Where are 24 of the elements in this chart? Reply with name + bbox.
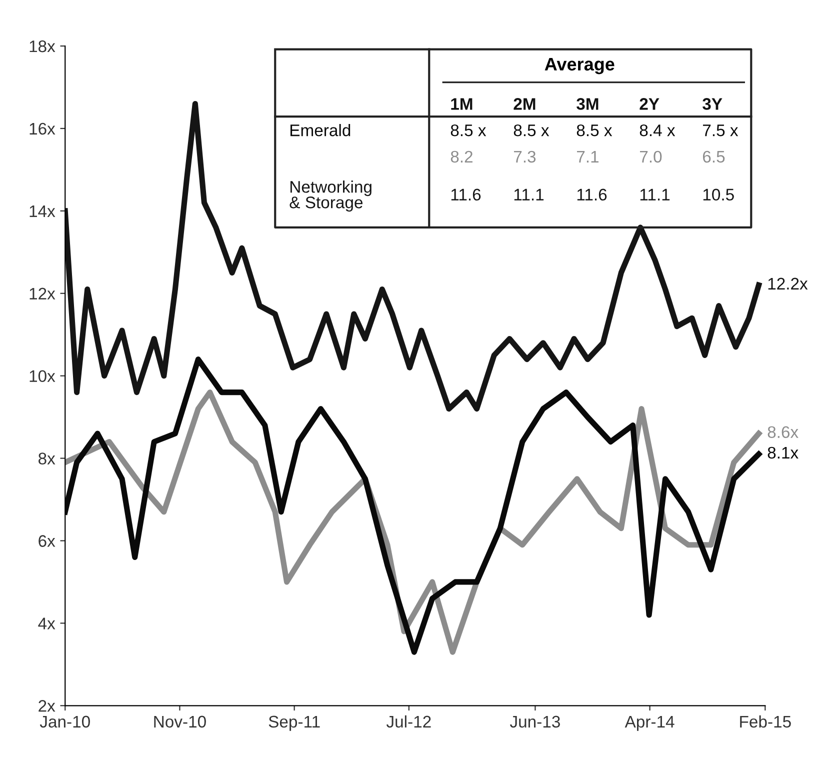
y-tick-label: 6x <box>38 535 56 547</box>
annotation: 8.6x <box>768 426 798 438</box>
text: Emerald 8.5 x 8.5 x 8.5 x 8.4 x 7.5 x <box>290 124 738 136</box>
text: 8.2 7.3 7.1 7.0 6.5 <box>450 150 725 163</box>
annotation: 12.2x <box>768 278 808 290</box>
x-tick-label: Nov-10 <box>154 716 206 728</box>
y-tick-label: 2x <box>38 700 56 712</box>
annotation: Average <box>544 58 614 74</box>
y-tick-label: 18x <box>30 40 56 52</box>
y-tick-label: 8x <box>38 452 56 464</box>
text: Networking & Storage 11.6 11.1 11.6 11.1 10.5 <box>290 180 734 212</box>
x-tick-label: Feb-15 <box>740 715 791 728</box>
y-tick-label: 4x <box>38 618 56 630</box>
y-tick-label: 14x <box>30 206 56 217</box>
x-tick-label: Jan-10 <box>40 716 90 728</box>
x-tick-label: Jul-12 <box>386 715 431 728</box>
annotation: 8.1x <box>768 446 798 459</box>
x-tick-label: Jun-13 <box>510 716 560 728</box>
x-tick-label: Apr-14 <box>624 716 674 731</box>
y-tick-label: 10x <box>30 370 56 382</box>
x-tick-label: Sep-11 <box>268 716 320 731</box>
y-tick-label: 16x <box>30 122 56 135</box>
y-tick-label: 12x <box>30 288 56 300</box>
text: 1M 2M 3M 2Y 3Y <box>451 98 722 110</box>
